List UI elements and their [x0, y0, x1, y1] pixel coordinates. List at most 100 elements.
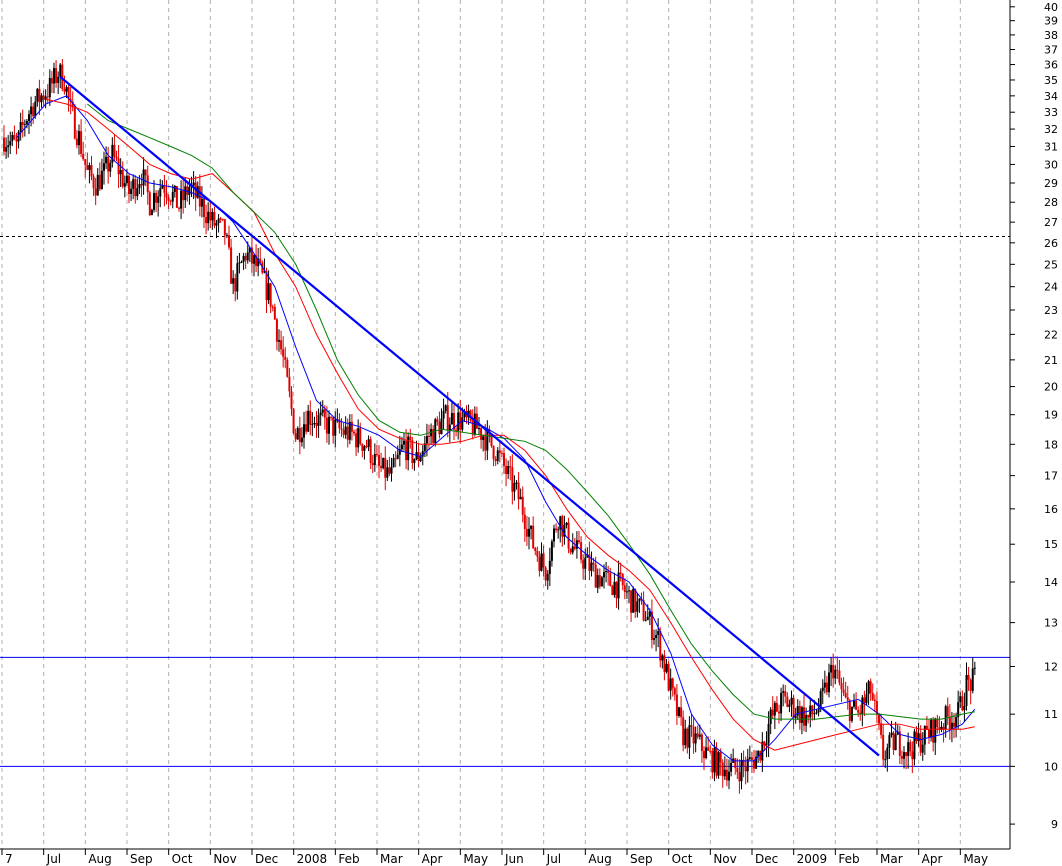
- price-bar-body: [621, 573, 624, 586]
- price-bar-body: [859, 712, 862, 714]
- price-bar-body: [303, 424, 305, 438]
- price-bar-body: [38, 88, 41, 103]
- price-bar-body: [844, 692, 847, 698]
- price-bar-body: [444, 405, 447, 411]
- price-bar-body: [513, 483, 516, 492]
- price-bar-body: [815, 712, 818, 714]
- price-bar-body: [61, 64, 64, 90]
- price-bar-body: [75, 138, 78, 146]
- price-bar-body: [84, 159, 87, 165]
- price-bar-body: [482, 436, 485, 440]
- price-bar-body: [796, 706, 799, 716]
- price-bar-body: [850, 706, 853, 721]
- price-bar-body: [619, 572, 622, 574]
- price-bar-body: [405, 440, 408, 461]
- price-bar-body: [63, 89, 66, 92]
- price-bar-body: [19, 122, 22, 132]
- price-bar-body: [798, 706, 801, 723]
- y-tick-label: 38: [1044, 29, 1058, 42]
- price-bar-body: [305, 424, 308, 432]
- price-bar-body: [278, 340, 280, 342]
- price-bar-body: [894, 734, 897, 751]
- price-bar-body: [625, 591, 628, 593]
- price-bar-body: [275, 319, 278, 342]
- price-bar-body: [436, 419, 439, 422]
- price-bar-body: [88, 165, 91, 170]
- price-bar-body: [771, 709, 774, 716]
- price-bar-body: [134, 179, 137, 197]
- price-bar-body: [440, 418, 443, 435]
- price-bar-body: [96, 174, 99, 196]
- price-bar-body: [340, 428, 343, 430]
- price-bar-body: [928, 729, 930, 738]
- price-bar-body: [548, 560, 551, 574]
- price-bar-body: [492, 446, 495, 460]
- price-bar-body: [207, 211, 210, 224]
- price-bar-body: [321, 409, 324, 413]
- price-bar-body: [334, 419, 337, 436]
- price-bar-body: [307, 410, 310, 432]
- y-tick-label: 36: [1044, 59, 1058, 72]
- price-bar-body: [846, 697, 849, 701]
- price-bar-body: [507, 466, 510, 474]
- trendline: [59, 75, 880, 757]
- price-bar-body: [538, 556, 541, 571]
- price-bar-body: [736, 768, 739, 773]
- price-bar-body: [738, 772, 741, 782]
- price-bar-body: [721, 762, 724, 777]
- price-bar-body: [394, 458, 397, 460]
- price-bar-body: [250, 247, 253, 264]
- price-bar-body: [130, 188, 133, 194]
- price-bar-body: [3, 137, 5, 152]
- price-bar-body: [403, 440, 405, 445]
- price-bar-body: [578, 540, 580, 543]
- price-bar-body: [834, 669, 837, 679]
- price-bar-body: [819, 691, 822, 709]
- price-bar-body: [573, 546, 576, 549]
- price-bar-body: [325, 417, 328, 434]
- price-bar-body: [807, 714, 810, 718]
- price-bar-body: [888, 735, 891, 748]
- price-bar-body: [919, 733, 922, 753]
- price-bar-body: [44, 96, 47, 100]
- x-tick-label: Sep: [130, 852, 153, 866]
- price-bar-body: [292, 408, 295, 434]
- price-bar-body: [567, 522, 570, 549]
- price-bar-body: [723, 769, 726, 777]
- price-bar-body: [638, 598, 641, 602]
- price-bar-body: [903, 752, 905, 759]
- price-bar-body: [642, 600, 645, 621]
- price-bar-body: [186, 186, 189, 195]
- price-bar-body: [800, 707, 803, 723]
- price-bar-body: [596, 575, 599, 588]
- price-bar-body: [761, 741, 764, 761]
- price-bar-body: [167, 197, 170, 201]
- price-bar-body: [384, 457, 387, 478]
- price-bar-body: [948, 716, 951, 730]
- price-bar-body: [711, 750, 714, 773]
- price-bar-body: [30, 106, 33, 115]
- price-bar-body: [265, 271, 268, 301]
- price-bar-body: [873, 699, 876, 702]
- price-bar-body: [119, 170, 122, 175]
- price-bar-body: [288, 376, 291, 392]
- price-bar-body: [117, 158, 120, 175]
- price-bar-body: [692, 726, 695, 744]
- y-tick-label: 20: [1044, 381, 1058, 394]
- price-bar-body: [94, 188, 97, 196]
- price-bar-body: [490, 433, 493, 447]
- price-bar-body: [298, 428, 301, 443]
- price-bar-body: [613, 581, 616, 595]
- y-tick-label: 40: [1044, 1, 1058, 14]
- price-bar-body: [934, 718, 937, 743]
- price-bar-body: [67, 87, 70, 99]
- price-bar-body: [148, 192, 151, 216]
- price-bar-body: [878, 714, 880, 724]
- price-bar-body: [757, 751, 760, 757]
- price-bar-body: [634, 588, 637, 612]
- price-bar-body: [138, 184, 141, 189]
- price-bar-body: [803, 707, 805, 726]
- price-bar-body: [461, 417, 464, 430]
- price-bar-body: [600, 577, 603, 587]
- y-tick-label: 28: [1044, 196, 1058, 209]
